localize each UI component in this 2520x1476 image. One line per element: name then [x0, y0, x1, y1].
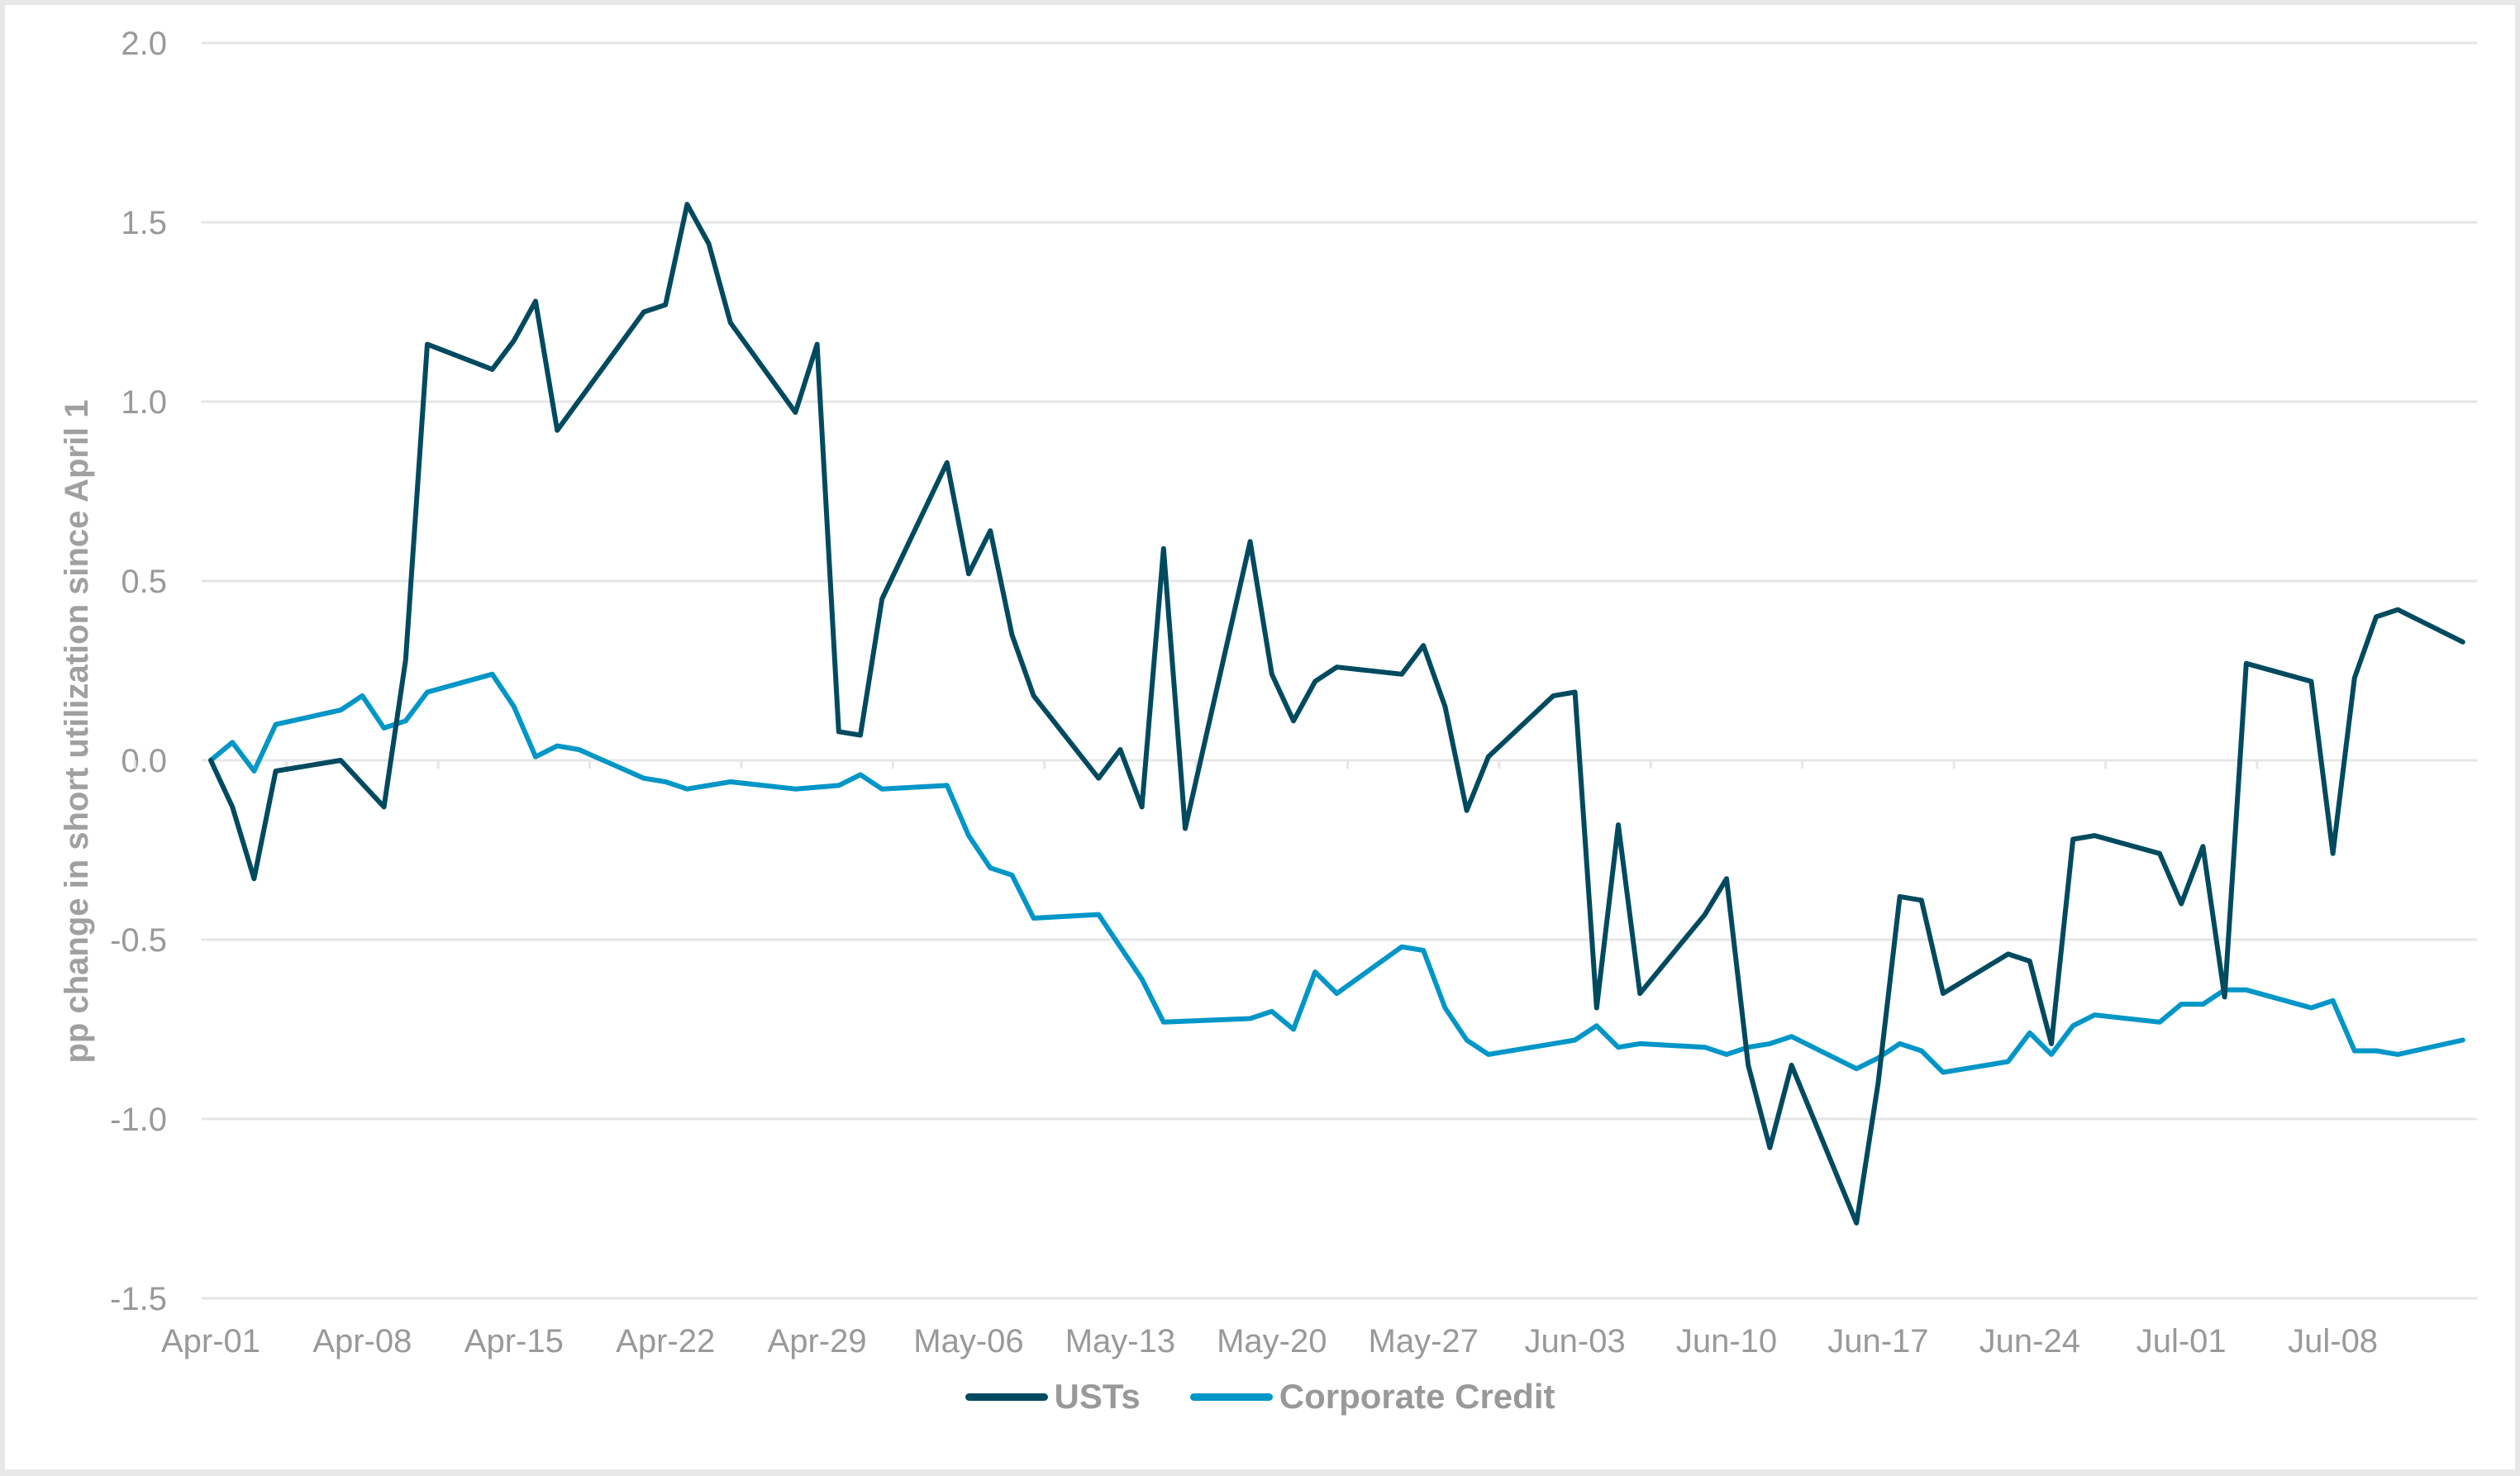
y-axis-title: pp change in short utilization since Apr… [59, 399, 95, 1063]
y-tick-label: 0.0 [121, 743, 167, 779]
legend-label-corporate-credit: Corporate Credit [1279, 1377, 1555, 1416]
x-tick-label: May-20 [1217, 1323, 1327, 1359]
chart-frame [5, 5, 2515, 1469]
x-tick-label: Apr-29 [768, 1323, 867, 1359]
y-tick-label: 1.0 [121, 384, 167, 421]
x-tick-label: Jul-08 [2288, 1323, 2378, 1359]
x-tick-label: Jun-03 [1524, 1323, 1625, 1359]
legend: USTs Corporate Credit [0, 1372, 2520, 1421]
x-tick-label: May-13 [1065, 1323, 1175, 1359]
y-axis-ticks: 2.0 1.5 1.0 0.5 0.0 -0.5 -1.0 -1.5 [110, 26, 167, 1317]
x-axis-ticks: Apr-01 Apr-08 Apr-15 Apr-22 Apr-29 May-06 May-… [133, 760, 2378, 1359]
gridlines [202, 41, 2477, 1300]
legend-item-corporate-credit[interactable]: Corporate Credit [1189, 1377, 1555, 1416]
legend-label-usts: USTs [1054, 1377, 1141, 1416]
y-tick-label: 0.5 [121, 564, 167, 600]
corporate-credit-line-swatch-icon [1189, 1393, 1273, 1401]
x-tick-label: May-27 [1369, 1323, 1479, 1359]
usts-line-swatch-icon [965, 1393, 1048, 1401]
y-tick-label: -1.0 [110, 1102, 167, 1138]
x-tick-label: Apr-01 [161, 1323, 260, 1359]
x-tick-label: Apr-08 [312, 1323, 412, 1359]
corporate-credit-line [208, 671, 2465, 1075]
x-tick-label: Jun-17 [1827, 1323, 1928, 1359]
y-tick-label: -0.5 [110, 922, 167, 959]
x-tick-label: Apr-15 [464, 1323, 564, 1359]
usts-line [208, 202, 2465, 1226]
y-tick-label: -1.5 [110, 1281, 167, 1317]
x-tick-label: May-06 [913, 1323, 1023, 1359]
x-tick-label: Jun-24 [1979, 1323, 2080, 1359]
x-tick-label: Jun-10 [1676, 1323, 1777, 1359]
legend-item-usts[interactable]: USTs [965, 1377, 1141, 1416]
y-tick-label: 1.5 [121, 205, 167, 241]
x-tick-label: Jul-01 [2137, 1323, 2227, 1359]
y-tick-label: 2.0 [121, 26, 167, 62]
x-tick-label: Apr-22 [616, 1323, 715, 1359]
series-lines [208, 202, 2465, 1226]
